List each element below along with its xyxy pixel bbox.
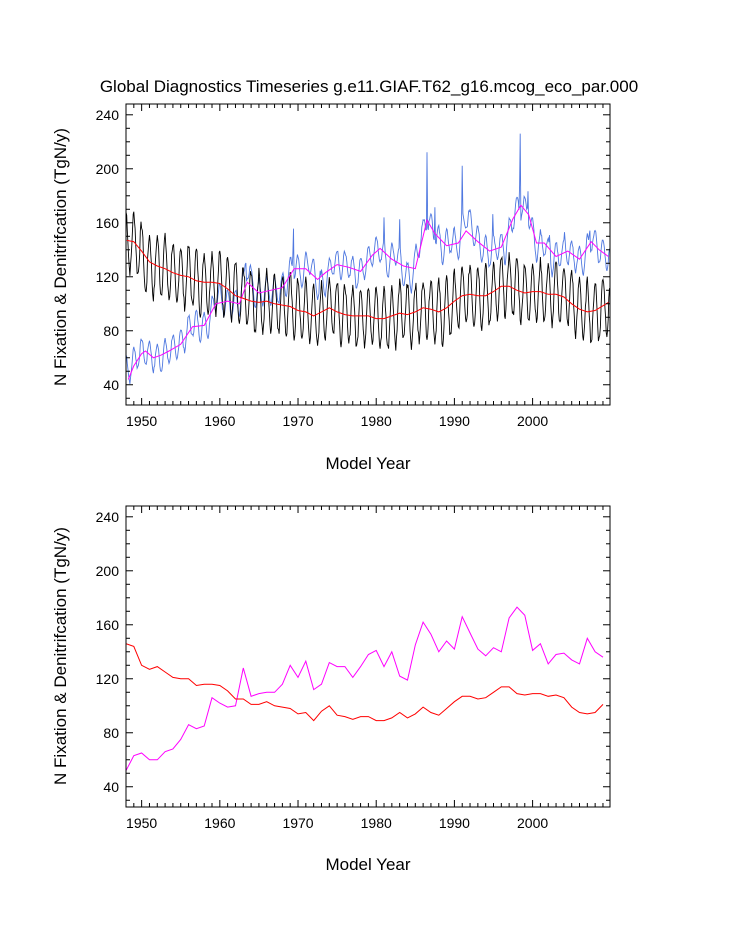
top-y-tick-label: 40 (103, 377, 119, 393)
top-ticks: 1950 1960 1970 1980 1990 2000 40 80 120 160 200 240 (96, 104, 610, 429)
figure-title: Global Diagnostics Timeseries g.e11.GIAF… (100, 77, 638, 96)
bottom-y-tick-label: 40 (103, 779, 119, 795)
top-y-tick-label: 240 (96, 107, 120, 123)
top-x-tick-label: 1950 (126, 413, 157, 429)
top-y-tick-label: 200 (96, 161, 120, 177)
top-x-tick-label: 1960 (204, 413, 235, 429)
top-x-tick-label: 1980 (361, 413, 392, 429)
bottom-y-axis-label: N Fixation & Denitrifcation (TgN/y) (51, 527, 70, 785)
top-panel: 1950 1960 1970 1980 1990 2000 40 80 120 160 200 240… (51, 103, 611, 473)
top-series-n-fixation-monthly (126, 133, 610, 385)
top-x-tick-label: 2000 (517, 413, 548, 429)
bottom-series-layer (126, 606, 604, 771)
bottom-x-tick-label: 1960 (204, 815, 235, 831)
top-y-tick-label: 80 (103, 323, 119, 339)
bottom-x-axis-label: Model Year (325, 855, 410, 874)
top-y-tick-label: 160 (96, 215, 120, 231)
top-series-denitrification-annual-mean (126, 239, 609, 320)
bottom-y-tick-label: 120 (96, 671, 120, 687)
bottom-plot-frame (125, 505, 611, 808)
bottom-x-tick-label: 2000 (517, 815, 548, 831)
bottom-x-tick-label: 1950 (126, 815, 157, 831)
bottom-series-n-fixation-annual (126, 606, 604, 771)
bottom-series-denitrification-annual (126, 643, 604, 722)
top-x-axis-label: Model Year (325, 454, 410, 473)
top-series-n-fixation-annual-mean (127, 204, 609, 380)
top-series-denitrification-monthly (126, 211, 610, 351)
top-x-tick-label: 1990 (439, 413, 470, 429)
bottom-ticks: 1950 1960 1970 1980 1990 2000 40 80 120 160 200 240 (96, 506, 610, 831)
bottom-y-tick-label: 240 (96, 509, 120, 525)
bottom-y-tick-label: 80 (103, 725, 119, 741)
bottom-y-tick-label: 200 (96, 563, 120, 579)
bottom-x-tick-label: 1990 (439, 815, 470, 831)
top-x-tick-label: 1970 (282, 413, 313, 429)
top-y-axis-label: N Fixation & Denitrifcation (TgN/y) (51, 128, 70, 386)
bottom-x-tick-label: 1970 (282, 815, 313, 831)
bottom-y-tick-label: 160 (96, 617, 120, 633)
bottom-x-tick-label: 1980 (361, 815, 392, 831)
bottom-panel: 1950 1960 1970 1980 1990 2000 40 80 120 160 200 240… (51, 505, 611, 874)
top-series-layer (126, 133, 610, 385)
top-y-tick-label: 120 (96, 269, 120, 285)
